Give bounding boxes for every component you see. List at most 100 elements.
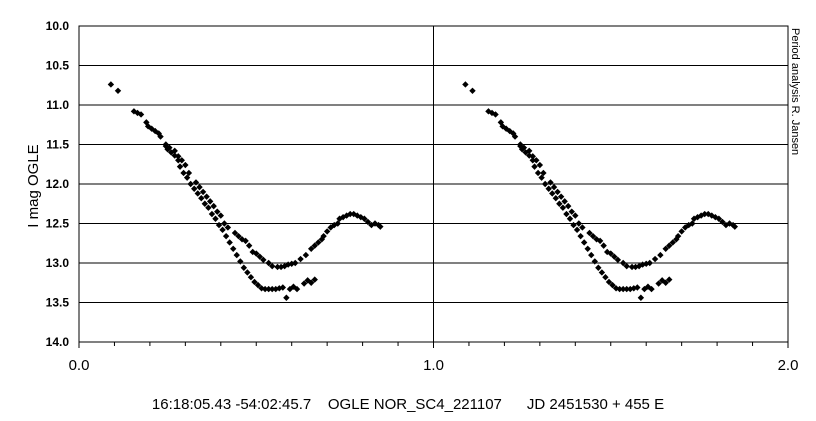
y-tick-label: 13.0 (46, 256, 70, 270)
y-tick-label: 10.5 (46, 59, 70, 73)
data-point-repeat (657, 251, 664, 259)
data-point (300, 280, 308, 287)
data-point (297, 255, 304, 263)
credit-label: Period analysis R. Jansen (789, 28, 801, 155)
data-point (230, 245, 237, 252)
data-point-repeat (634, 284, 641, 291)
data-point-repeat (619, 259, 627, 267)
data-point-repeat (655, 280, 662, 287)
data-point (187, 180, 194, 188)
data-point-repeat (637, 294, 645, 301)
x-tick-label: 2.0 (778, 357, 799, 374)
data-point-repeat (492, 111, 499, 118)
x-tick-label: 0.0 (69, 357, 90, 374)
y-tick-labels: 10.0 10.5 11.0 11.5 12.0 12.5 13.0 13.5 14.0 (46, 19, 70, 349)
data-point (307, 279, 315, 286)
data-point (283, 294, 290, 301)
data-point (315, 239, 322, 246)
data-point-repeat (666, 242, 673, 249)
data-point-repeat (619, 285, 627, 293)
y-tick-label: 12.5 (46, 217, 70, 231)
data-point (175, 157, 182, 164)
data-point (307, 245, 315, 252)
data-point-repeat (538, 174, 545, 181)
data-point-repeat (533, 157, 540, 164)
data-point-repeat (469, 87, 476, 94)
data-point-repeat (632, 263, 639, 271)
data-point (192, 179, 200, 186)
data-point-repeat (570, 221, 577, 229)
data-point (265, 285, 272, 293)
data-point-repeat (563, 210, 570, 218)
data-point-repeat (534, 169, 542, 177)
data-point (311, 242, 318, 249)
y-tick-label: 13.5 (46, 296, 70, 310)
data-point-repeat (623, 285, 630, 293)
data-point (144, 123, 152, 130)
data-point-repeat (595, 264, 602, 271)
data-point-repeat (579, 224, 586, 231)
data-point-repeat (646, 259, 653, 267)
data-point-repeat (540, 169, 547, 177)
data-point-repeat (726, 220, 733, 227)
data-point-repeat (520, 144, 528, 151)
data-point-repeat (651, 255, 659, 263)
data-point-repeat (600, 242, 607, 249)
data-point (240, 264, 248, 271)
data-point-repeat (522, 149, 529, 156)
data-point (196, 183, 203, 191)
data-point-repeat (536, 161, 544, 169)
data-point-repeat (715, 215, 723, 222)
data-point-repeat (510, 130, 517, 137)
data-point-repeat (630, 285, 637, 292)
data-point-repeat (662, 279, 669, 286)
data-point (176, 163, 184, 170)
data-point (269, 285, 276, 293)
data-point-repeat (644, 283, 652, 290)
data-point-repeat (568, 208, 575, 215)
data-point-repeat (573, 226, 581, 234)
data-point (214, 208, 221, 215)
data-point (334, 220, 341, 227)
data-point-repeat (602, 274, 609, 281)
data-point-repeat (669, 239, 676, 246)
data-point (164, 146, 171, 153)
data-point (224, 224, 232, 231)
data-point (217, 212, 224, 219)
data-point (254, 281, 262, 289)
data-point (198, 195, 205, 202)
data-point-repeat (565, 202, 572, 210)
data-point-repeat (678, 228, 685, 235)
y-tick-label: 14.0 (46, 335, 70, 349)
data-point (247, 274, 255, 281)
data-point (233, 251, 240, 259)
data-point-repeat (580, 239, 588, 246)
data-point (205, 204, 212, 211)
data-point (107, 81, 115, 88)
data-point-repeat (557, 193, 565, 200)
data-point-repeat (705, 210, 712, 218)
data-point (221, 220, 228, 227)
data-point (206, 198, 214, 205)
data-point (231, 229, 239, 237)
data-point (361, 215, 368, 222)
data-point (323, 228, 331, 235)
data-point-repeat (627, 285, 634, 293)
data-point-repeat (575, 220, 583, 227)
data-point-repeat (609, 281, 616, 289)
data-point (199, 188, 207, 196)
data-point (222, 232, 230, 240)
data-point-repeat (547, 179, 554, 186)
data-point (182, 161, 189, 169)
data-point (260, 256, 267, 264)
data-point-repeat (731, 223, 739, 230)
data-point-repeat (550, 183, 558, 191)
data-point-repeat (588, 251, 595, 259)
data-point-repeat (616, 285, 623, 293)
data-point (245, 242, 253, 249)
data-point-repeat (572, 212, 579, 219)
y-tick-label: 10.0 (46, 19, 70, 33)
data-point-repeat (598, 269, 606, 276)
data-point-repeat (628, 263, 636, 271)
data-point (279, 284, 287, 291)
